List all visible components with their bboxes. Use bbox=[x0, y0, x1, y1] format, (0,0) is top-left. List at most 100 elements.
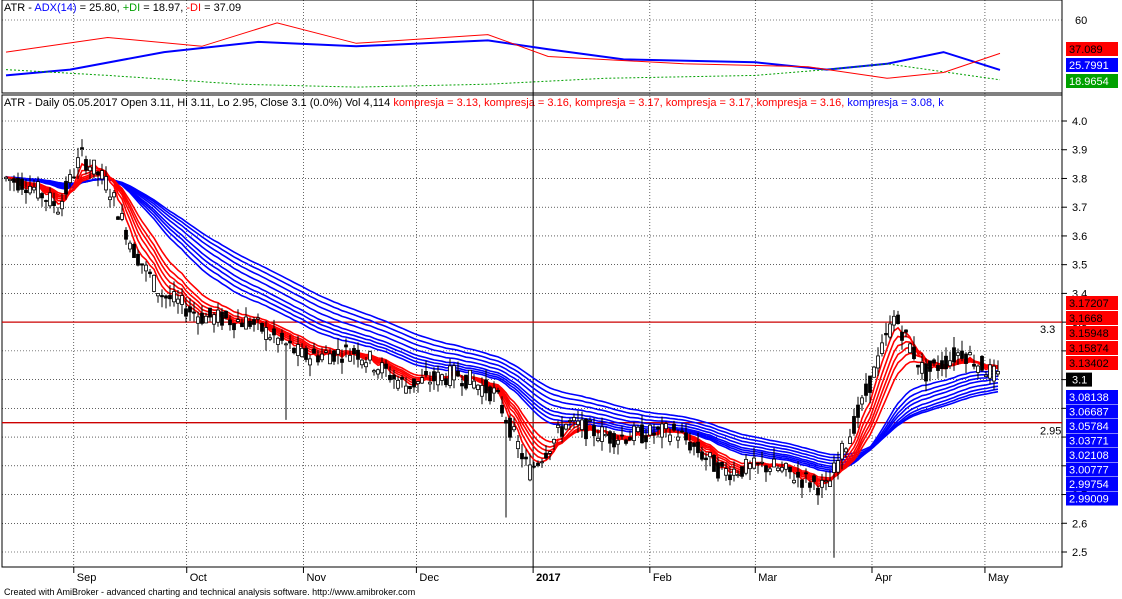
red-ma-tag-text: 3.17207 bbox=[1069, 298, 1109, 310]
red-ma-tag bbox=[1066, 341, 1118, 355]
price-tick-label: 3.7 bbox=[1072, 202, 1087, 214]
candle-body bbox=[640, 424, 644, 444]
candle-body bbox=[136, 253, 140, 266]
candle-body bbox=[524, 456, 528, 460]
candle-body bbox=[92, 159, 96, 175]
candle-body bbox=[52, 201, 56, 206]
x-tick-label: 2017 bbox=[536, 572, 560, 584]
adx-ticker: ATR - bbox=[4, 2, 35, 14]
candle-body bbox=[680, 430, 684, 433]
candle-body bbox=[980, 355, 984, 371]
pdi-value: = 18.97, bbox=[140, 2, 187, 14]
candle-body bbox=[236, 319, 240, 322]
red-ma-tag-text: 3.15874 bbox=[1069, 343, 1109, 355]
candle-body bbox=[500, 405, 504, 414]
candle-body bbox=[76, 157, 80, 169]
candle-body bbox=[496, 389, 500, 393]
adx-value-tag-text: 37.089 bbox=[1069, 44, 1103, 56]
candle-body bbox=[624, 439, 628, 444]
candle-body bbox=[504, 419, 508, 424]
candle-body bbox=[188, 306, 192, 313]
pdi-label: +DI bbox=[122, 2, 141, 14]
candle-body bbox=[280, 332, 284, 341]
candle-body bbox=[244, 316, 248, 330]
candle-body bbox=[584, 418, 588, 440]
x-tick-label: Sep bbox=[77, 572, 97, 584]
x-tick-label: Oct bbox=[190, 572, 207, 584]
candle-body bbox=[360, 359, 364, 366]
price-tick-label: 4.0 bbox=[1072, 116, 1087, 128]
candle-body bbox=[540, 461, 544, 464]
candle-body bbox=[740, 466, 744, 477]
candle-body bbox=[112, 192, 116, 198]
candle-body bbox=[324, 350, 328, 353]
candle-body bbox=[4, 176, 8, 180]
candle-body bbox=[220, 311, 224, 326]
candle-body bbox=[64, 180, 68, 195]
header-series-7: k bbox=[938, 97, 944, 109]
candle-body bbox=[232, 323, 236, 331]
candle-body bbox=[468, 369, 472, 385]
candle-body bbox=[720, 462, 724, 467]
candle-body bbox=[988, 364, 992, 379]
candle-body bbox=[596, 437, 600, 442]
candle-body bbox=[552, 438, 556, 444]
adx-header: ATR - ADX(14) = 25.80, +DI = 18.97, -DI … bbox=[4, 2, 241, 14]
candle-body bbox=[536, 462, 540, 466]
footer-credit: Created with AmiBroker - advanced charti… bbox=[4, 587, 415, 597]
candle-body bbox=[384, 363, 388, 369]
candle-body bbox=[440, 374, 444, 381]
candle-body bbox=[580, 419, 584, 430]
candle-body bbox=[8, 178, 12, 182]
candle-body bbox=[860, 397, 864, 405]
candle-body bbox=[948, 360, 952, 367]
candle-body bbox=[476, 384, 480, 390]
adx-tick-label: 60 bbox=[1075, 15, 1087, 27]
blue-ma-tag bbox=[1066, 491, 1118, 506]
candle-body bbox=[844, 448, 848, 453]
candle-body bbox=[664, 423, 668, 430]
candle-body bbox=[656, 426, 660, 430]
candle-body bbox=[960, 350, 964, 359]
candle-body bbox=[648, 424, 652, 436]
candle-body bbox=[808, 482, 812, 488]
price-tick-label: 3.9 bbox=[1072, 145, 1087, 157]
candle-body bbox=[544, 452, 548, 459]
candle-body bbox=[276, 337, 280, 345]
candle-body bbox=[256, 317, 260, 320]
blue-ma-tag bbox=[1066, 390, 1118, 404]
candle-body bbox=[572, 417, 576, 422]
candle-body bbox=[892, 315, 896, 326]
candle-body bbox=[24, 189, 28, 194]
candle-body bbox=[996, 371, 1000, 375]
blue-ma-line bbox=[5, 176, 999, 462]
close-price-tag-text: 3.1 bbox=[1072, 375, 1087, 387]
candle-body bbox=[692, 442, 696, 447]
blue-ma-line bbox=[5, 176, 999, 459]
candle-body bbox=[316, 355, 320, 363]
candle-body bbox=[528, 464, 532, 481]
candle-body bbox=[312, 348, 316, 354]
candle-body bbox=[208, 307, 212, 318]
candle-body bbox=[800, 479, 804, 488]
candle-body bbox=[456, 370, 460, 377]
candle-body bbox=[176, 298, 180, 304]
candle-body bbox=[108, 196, 112, 201]
mdi-value: = 37.09 bbox=[201, 2, 242, 14]
candle-body bbox=[392, 374, 396, 380]
candle-body bbox=[796, 471, 800, 478]
adx-series-line bbox=[5, 63, 1001, 88]
candle-body bbox=[516, 441, 520, 450]
candle-body bbox=[508, 417, 512, 438]
candle-body bbox=[592, 425, 596, 437]
x-tick-label: Dec bbox=[419, 572, 439, 584]
blue-ma-tag bbox=[1066, 404, 1118, 419]
candle-body bbox=[620, 434, 624, 437]
candle-body bbox=[712, 455, 716, 472]
candle-body bbox=[340, 358, 344, 363]
candle-body bbox=[716, 462, 720, 479]
candle-body bbox=[984, 374, 988, 377]
candle-body bbox=[168, 295, 172, 300]
candle-body bbox=[12, 178, 16, 183]
